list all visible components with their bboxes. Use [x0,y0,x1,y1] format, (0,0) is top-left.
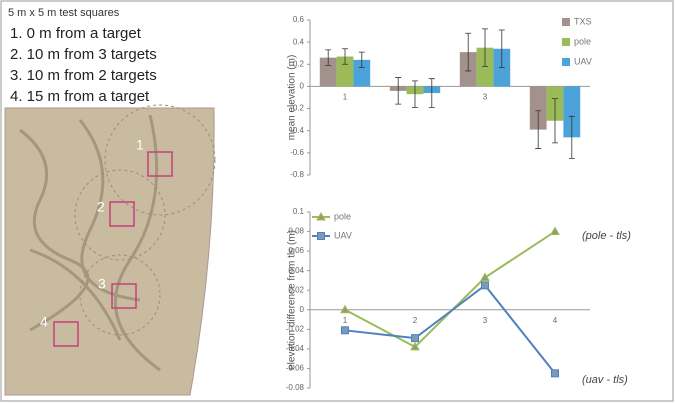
x-tick-label: 1 [343,316,348,325]
y-tick-label: -0.8 [290,170,304,179]
y-tick-label: -0.6 [290,148,304,157]
heading: 5 m x 5 m test squares [8,7,120,19]
legend-label: UAV [574,56,592,66]
annotation: (pole - tls) [582,230,631,242]
marker [482,282,489,289]
y-tick-label: 0 [300,82,305,91]
legend-label: pole [334,211,351,221]
legend-label: pole [574,36,591,46]
x-tick-label: 3 [483,316,488,325]
map-label: 2 [97,199,105,215]
map-label: 1 [136,137,144,153]
list-item: 2. 10 m from 3 targets [10,46,157,63]
legend-label: TXS [574,16,592,26]
legend-swatch [562,58,570,66]
marker [552,370,559,377]
x-tick-label: 4 [553,316,558,325]
page: 5 m x 5 m test squares 1. 0 m from a tar… [0,0,675,403]
x-tick-label: 1 [343,93,348,102]
y-tick-label: -0.08 [286,383,305,392]
map-label: 4 [40,314,48,330]
legend-swatch [562,38,570,46]
x-tick-label: 3 [483,93,488,102]
x-tick-label: 2 [413,316,418,325]
y-axis-title: elevation difference from tls (m) [287,230,298,370]
y-axis-title: mean elevation (m) [287,55,298,141]
annotation: (uav - tls) [582,374,628,386]
marker [412,335,419,342]
y-tick-label: 0.4 [293,37,305,46]
map-label: 3 [98,276,106,292]
list-item: 1. 0 m from a target [10,25,142,42]
map: 1 2 3 4 [5,105,215,395]
list-item: 3. 10 m from 2 targets [10,67,157,84]
y-tick-label: 0.1 [293,207,305,216]
legend-label: UAV [334,230,352,240]
list-item: 4. 15 m from a target [10,88,150,105]
legend-swatch [562,18,570,26]
legend-marker [318,233,325,240]
slide: 5 m x 5 m test squares 1. 0 m from a tar… [0,0,675,403]
y-tick-label: 0 [300,305,305,314]
y-tick-label: 0.6 [293,15,305,24]
marker [342,327,349,334]
